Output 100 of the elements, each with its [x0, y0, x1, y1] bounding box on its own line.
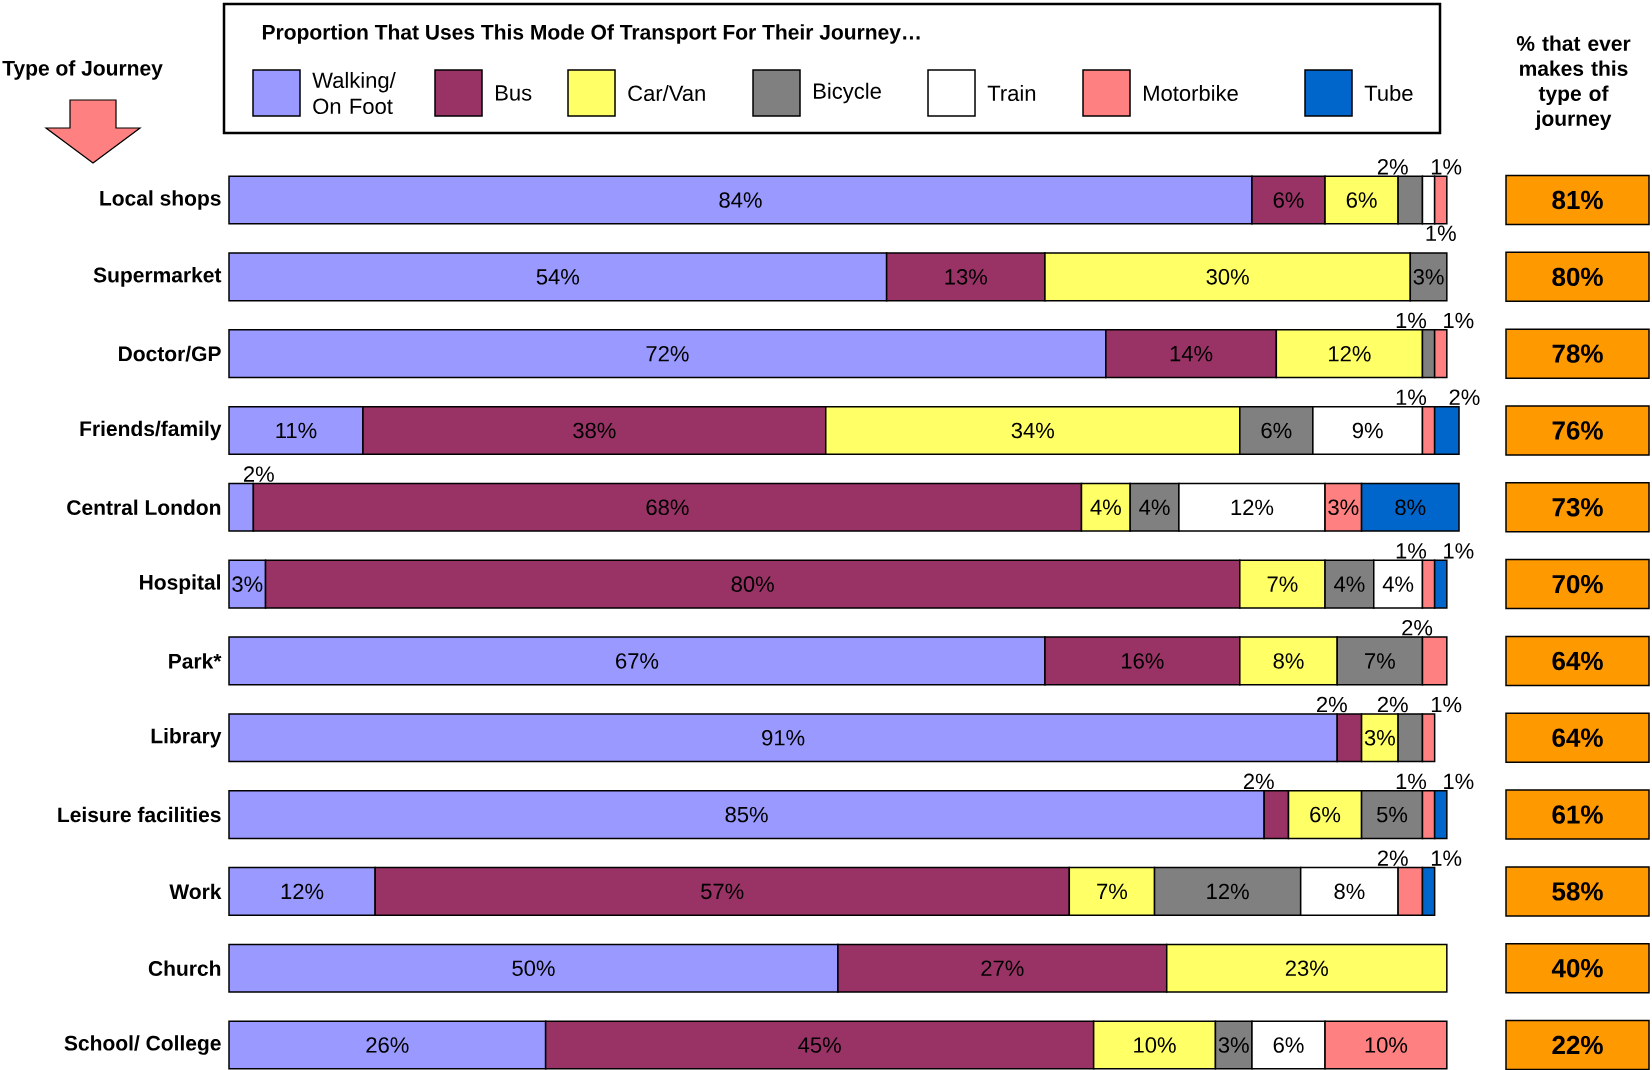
y-tick-label: Central London [67, 499, 221, 516]
data-label: 3% [1413, 269, 1444, 285]
data-label: 85% [725, 806, 768, 823]
data-label: 8% [1334, 883, 1365, 900]
legend-label: Car/Van [628, 84, 705, 102]
y-tick-label: Park* [169, 653, 222, 669]
data-label: 7% [1097, 883, 1128, 900]
text: 80% [1552, 267, 1603, 287]
data-label: 2% [1377, 159, 1408, 175]
data-label: 57% [701, 883, 744, 900]
data-label: 91% [762, 729, 805, 746]
text: 81% [1552, 190, 1603, 210]
y-axis-title: Type of Journey [2, 60, 163, 80]
data-label: 4% [1334, 576, 1365, 592]
data-label: 6% [1273, 192, 1304, 208]
legend-label: Train [987, 84, 1036, 102]
data-label: 45% [798, 1037, 841, 1053]
data-label: 8% [1273, 653, 1304, 669]
data-label: 1% [1426, 225, 1456, 241]
text: 78% [1552, 344, 1603, 363]
data-label: 6% [1261, 422, 1292, 439]
data-label: 2% [1377, 696, 1408, 713]
y-tick-label: Supermarket [93, 267, 222, 287]
data-label: 9% [1352, 422, 1383, 439]
data-label: 54% [536, 269, 580, 285]
y-tick-label: Work [169, 883, 222, 900]
data-label: 12% [1329, 345, 1371, 362]
data-label: 1% [1431, 159, 1462, 175]
data-label: 1% [1431, 850, 1462, 866]
data-label: 1% [1444, 543, 1474, 559]
data-label: 1% [1396, 389, 1427, 405]
data-label: 14% [1170, 345, 1213, 362]
data-label: 1% [1396, 312, 1427, 329]
data-label: 4% [1139, 499, 1170, 515]
legend-label: Motorbike [1144, 84, 1238, 102]
y-tick-label: Doctor/GP [119, 345, 221, 362]
data-label: 12% [281, 883, 324, 900]
text: 64% [1552, 651, 1603, 671]
data-label: 2% [244, 466, 274, 482]
data-label: 1% [1444, 773, 1474, 790]
data-label: 3% [1328, 499, 1359, 516]
text: 76% [1552, 421, 1603, 440]
data-label: 10% [1134, 1037, 1176, 1053]
data-label: 30% [1206, 269, 1249, 285]
text: % that ever makes this type of journey [1516, 35, 1631, 131]
y-tick-label: Church [148, 960, 221, 976]
data-label: 6% [1346, 192, 1377, 208]
y-tick-label: Library [151, 727, 222, 748]
data-label: 16% [1122, 653, 1164, 669]
data-label: 2% [1377, 850, 1408, 866]
data-label: 13% [945, 269, 988, 285]
text: 70% [1552, 574, 1603, 594]
text: 40% [1551, 959, 1603, 978]
data-label: 4% [1382, 576, 1414, 592]
data-label: 34% [1011, 422, 1054, 439]
y-tick-label: Leisure facilities [58, 806, 221, 823]
data-label: 12% [1207, 883, 1249, 900]
legend-label: Walking/ On Foot [312, 71, 396, 115]
data-label: 4% [1090, 499, 1121, 515]
y-tick-label: School/ College [64, 1035, 221, 1055]
data-label: 84% [719, 192, 762, 208]
text: 22% [1552, 1035, 1603, 1055]
data-label: 80% [731, 576, 774, 592]
y-tick-label: Local shops [100, 190, 221, 210]
data-label: 1% [1396, 773, 1427, 790]
data-label: 12% [1231, 499, 1274, 516]
data-label: 5% [1377, 806, 1408, 823]
data-label: 11% [276, 422, 317, 439]
data-label: 1% [1444, 312, 1474, 329]
data-label: 3% [1218, 1037, 1249, 1053]
data-label: 23% [1285, 960, 1328, 976]
data-label: 26% [366, 1037, 409, 1053]
data-label: 7% [1365, 653, 1395, 669]
data-label: 7% [1267, 576, 1298, 592]
text: 73% [1552, 498, 1603, 517]
data-label: 8% [1395, 499, 1426, 516]
data-label: 2% [1402, 619, 1433, 636]
data-label: 2% [1317, 696, 1347, 713]
data-label: 67% [616, 653, 659, 669]
data-label: 6% [1310, 806, 1341, 823]
legend-label: Tube [1364, 84, 1413, 102]
data-label: 3% [1364, 729, 1395, 746]
y-tick-label: Hospital [140, 574, 220, 594]
text: 61% [1552, 805, 1603, 824]
data-label: 2% [1449, 389, 1480, 405]
legend-label: Bicycle [814, 82, 881, 104]
data-label: 10% [1365, 1037, 1408, 1053]
data-label: 6% [1273, 1037, 1304, 1053]
data-label: 1% [1396, 543, 1427, 559]
data-label: 72% [646, 345, 689, 362]
y-tick-label: Friends/family [80, 420, 222, 441]
text: 64% [1552, 728, 1603, 747]
data-label: 50% [512, 960, 555, 976]
data-label: 1% [1431, 696, 1462, 713]
data-label: 68% [646, 499, 689, 516]
data-label: 2% [1243, 773, 1274, 790]
legend-label: Bus [496, 85, 532, 101]
data-label: 27% [981, 960, 1024, 976]
text: 58% [1552, 882, 1603, 901]
data-label: 3% [232, 576, 263, 592]
